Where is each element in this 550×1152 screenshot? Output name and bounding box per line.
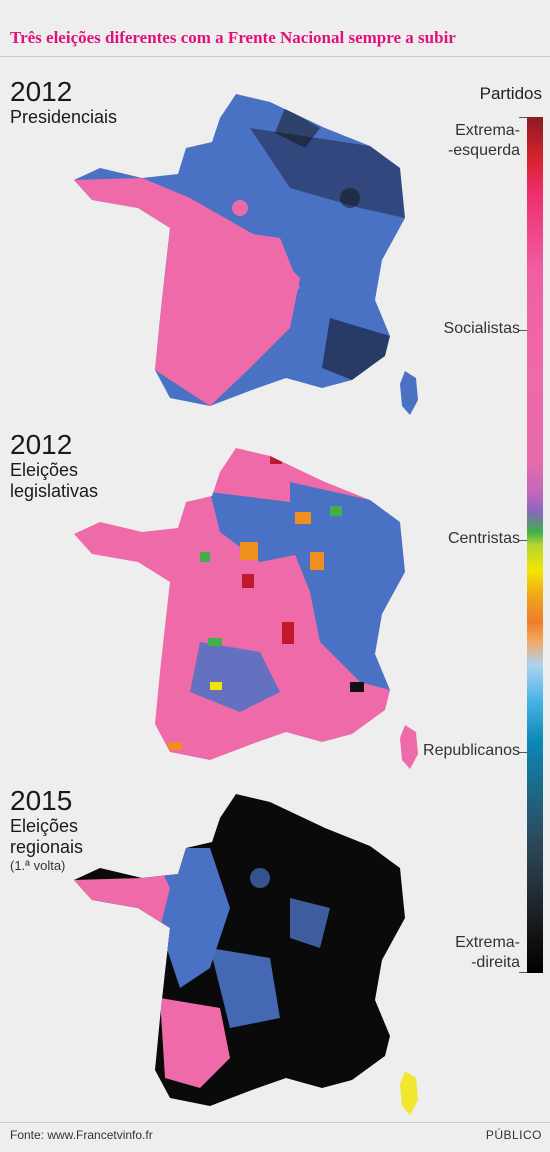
map-note: (1.ª volta) [10, 858, 66, 873]
france-map-2015-regional [74, 794, 418, 1115]
map-election-type: Presidenciais [10, 107, 118, 127]
legend-tick [519, 330, 527, 331]
map-label-legislative: 2012 Eleições legislativas [10, 430, 98, 502]
map-label-regional: 2015 Eleições regionais (1.ª volta) [10, 786, 83, 874]
map-year: 2012 [10, 76, 73, 107]
legend-label-centrists: Centristas [447, 530, 520, 547]
legend-tick [519, 972, 527, 973]
map-election-type: Eleições [10, 460, 79, 480]
legend-label-socialists: Socialistas [443, 320, 520, 337]
legend-label-far-right: Extrema- -direita [455, 934, 520, 971]
footer-divider [0, 1122, 550, 1123]
title-bar: Três eleições diferentes com a Frente Na… [0, 0, 550, 57]
france-map-2012-presidential [74, 94, 418, 415]
map-election-type-line2: legislativas [10, 481, 99, 501]
legend-label-far-left: Extrema- -esquerda [447, 122, 520, 159]
map-election-type-line2: regionais [10, 837, 84, 857]
corsica-shape [400, 1071, 418, 1115]
corsica-shape [400, 725, 418, 769]
map-label-presidential: 2012 Presidenciais [10, 77, 117, 128]
corsica-shape [400, 371, 418, 415]
legend-label-republicans: Republicanos [423, 742, 520, 759]
france-map-2012-legislative [74, 448, 418, 769]
map-year: 2012 [10, 429, 73, 460]
source-credit: Fonte: www.Francetvinfo.fr [10, 1128, 153, 1142]
legend-tick [519, 540, 527, 541]
map-year: 2015 [10, 785, 73, 816]
legend-tick [519, 117, 527, 118]
legend-heading: Partidos [479, 84, 542, 103]
map-election-type: Eleições [10, 816, 79, 836]
page-title: Três eleições diferentes com a Frente Na… [10, 28, 456, 47]
legend-tick [519, 752, 527, 753]
publisher-brand: PÚBLICO [485, 1128, 542, 1142]
legend-color-bar [527, 117, 543, 973]
